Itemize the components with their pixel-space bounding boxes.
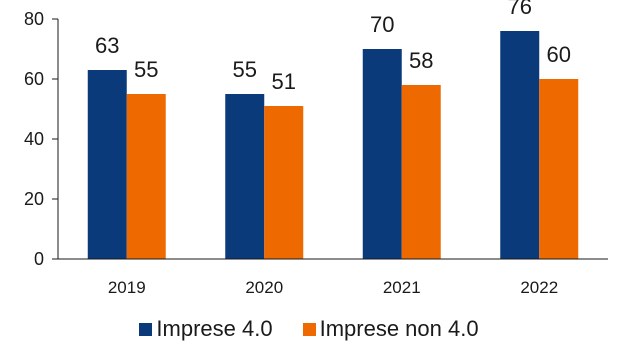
bar-2019-series-1 — [87, 70, 127, 259]
bar-2022-series-2 — [539, 79, 579, 259]
legend: Imprese 4.0 Imprese non 4.0 — [0, 316, 618, 342]
bar-2020-series-2 — [264, 106, 304, 259]
bar-2021-series-1 — [362, 49, 402, 259]
data-label: 70 — [370, 12, 394, 37]
x-axis: 2019 2020 2021 2022 — [58, 258, 608, 297]
bar-2019-series-2 — [126, 94, 166, 259]
legend-item-imprese-4-0: Imprese 4.0 — [139, 316, 273, 342]
bars — [87, 31, 579, 259]
x-tick-label: 2022 — [520, 278, 558, 297]
legend-item-imprese-non-4-0: Imprese non 4.0 — [302, 316, 479, 342]
y-tick-label: 80 — [24, 9, 44, 29]
data-labels: 63 55 55 51 70 58 76 60 — [95, 0, 571, 94]
bar-2020-series-1 — [225, 94, 265, 259]
legend-label-imprese-non-4-0: Imprese non 4.0 — [319, 316, 479, 341]
data-label: 76 — [508, 0, 532, 19]
legend-swatch-imprese-4-0 — [139, 322, 153, 336]
legend-label-imprese-4-0: Imprese 4.0 — [156, 316, 273, 341]
data-label: 55 — [233, 57, 257, 82]
bar-2022-series-1 — [500, 31, 540, 259]
legend-swatch-imprese-non-4-0 — [302, 322, 316, 336]
bar-2021-series-2 — [401, 85, 441, 259]
data-label: 63 — [95, 33, 119, 58]
x-tick-label: 2020 — [245, 278, 283, 297]
y-tick-label: 20 — [24, 189, 44, 209]
data-label: 55 — [134, 57, 158, 82]
x-tick-label: 2021 — [383, 278, 421, 297]
y-axis: 0 20 40 60 80 — [24, 9, 59, 269]
y-tick-label: 0 — [34, 249, 44, 269]
data-label: 58 — [409, 48, 433, 73]
data-label: 51 — [272, 69, 296, 94]
y-tick-label: 60 — [24, 69, 44, 89]
x-tick-label: 2019 — [108, 278, 146, 297]
data-label: 60 — [547, 42, 571, 67]
y-tick-label: 40 — [24, 129, 44, 149]
